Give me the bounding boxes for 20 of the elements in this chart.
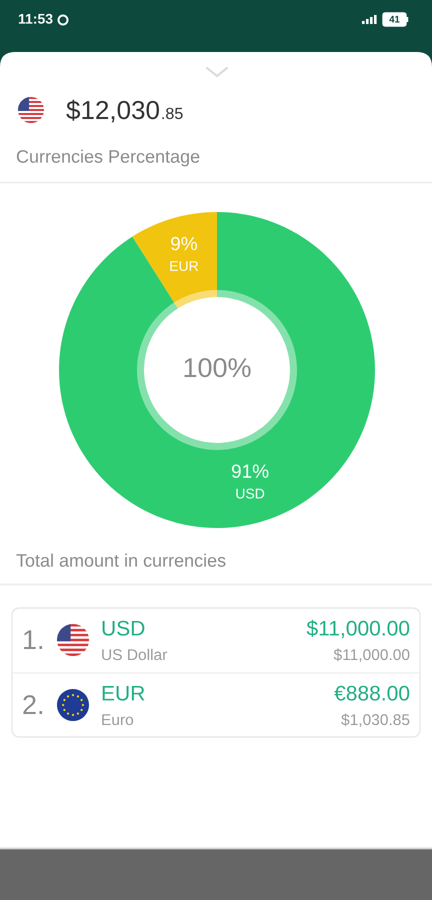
text: $11,000.00 [306, 620, 410, 638]
text: Total amount in currencies [16, 554, 226, 567]
text: 2. [23, 695, 42, 714]
text: 100% [184, 358, 251, 378]
chart-title: Currencies Percentage [16, 150, 200, 166]
text: USD [102, 620, 144, 636]
text: 11:53 [18, 14, 53, 24]
text: 41 [389, 16, 400, 22]
text: 1. [24, 630, 42, 649]
text: $12,030.85 [66, 100, 183, 122]
data-label: 9% [171, 236, 197, 250]
text: Euro [102, 714, 134, 726]
text: €888.00 [334, 686, 410, 701]
text: US Dollar [102, 648, 168, 660]
data-label: 91% [232, 464, 268, 478]
slice-label: EUR [170, 261, 198, 271]
slice-label: USD [236, 488, 264, 499]
text: EUR [102, 686, 144, 701]
text: $11,000.00 [334, 648, 410, 662]
text: $1,030.85 [341, 714, 410, 727]
